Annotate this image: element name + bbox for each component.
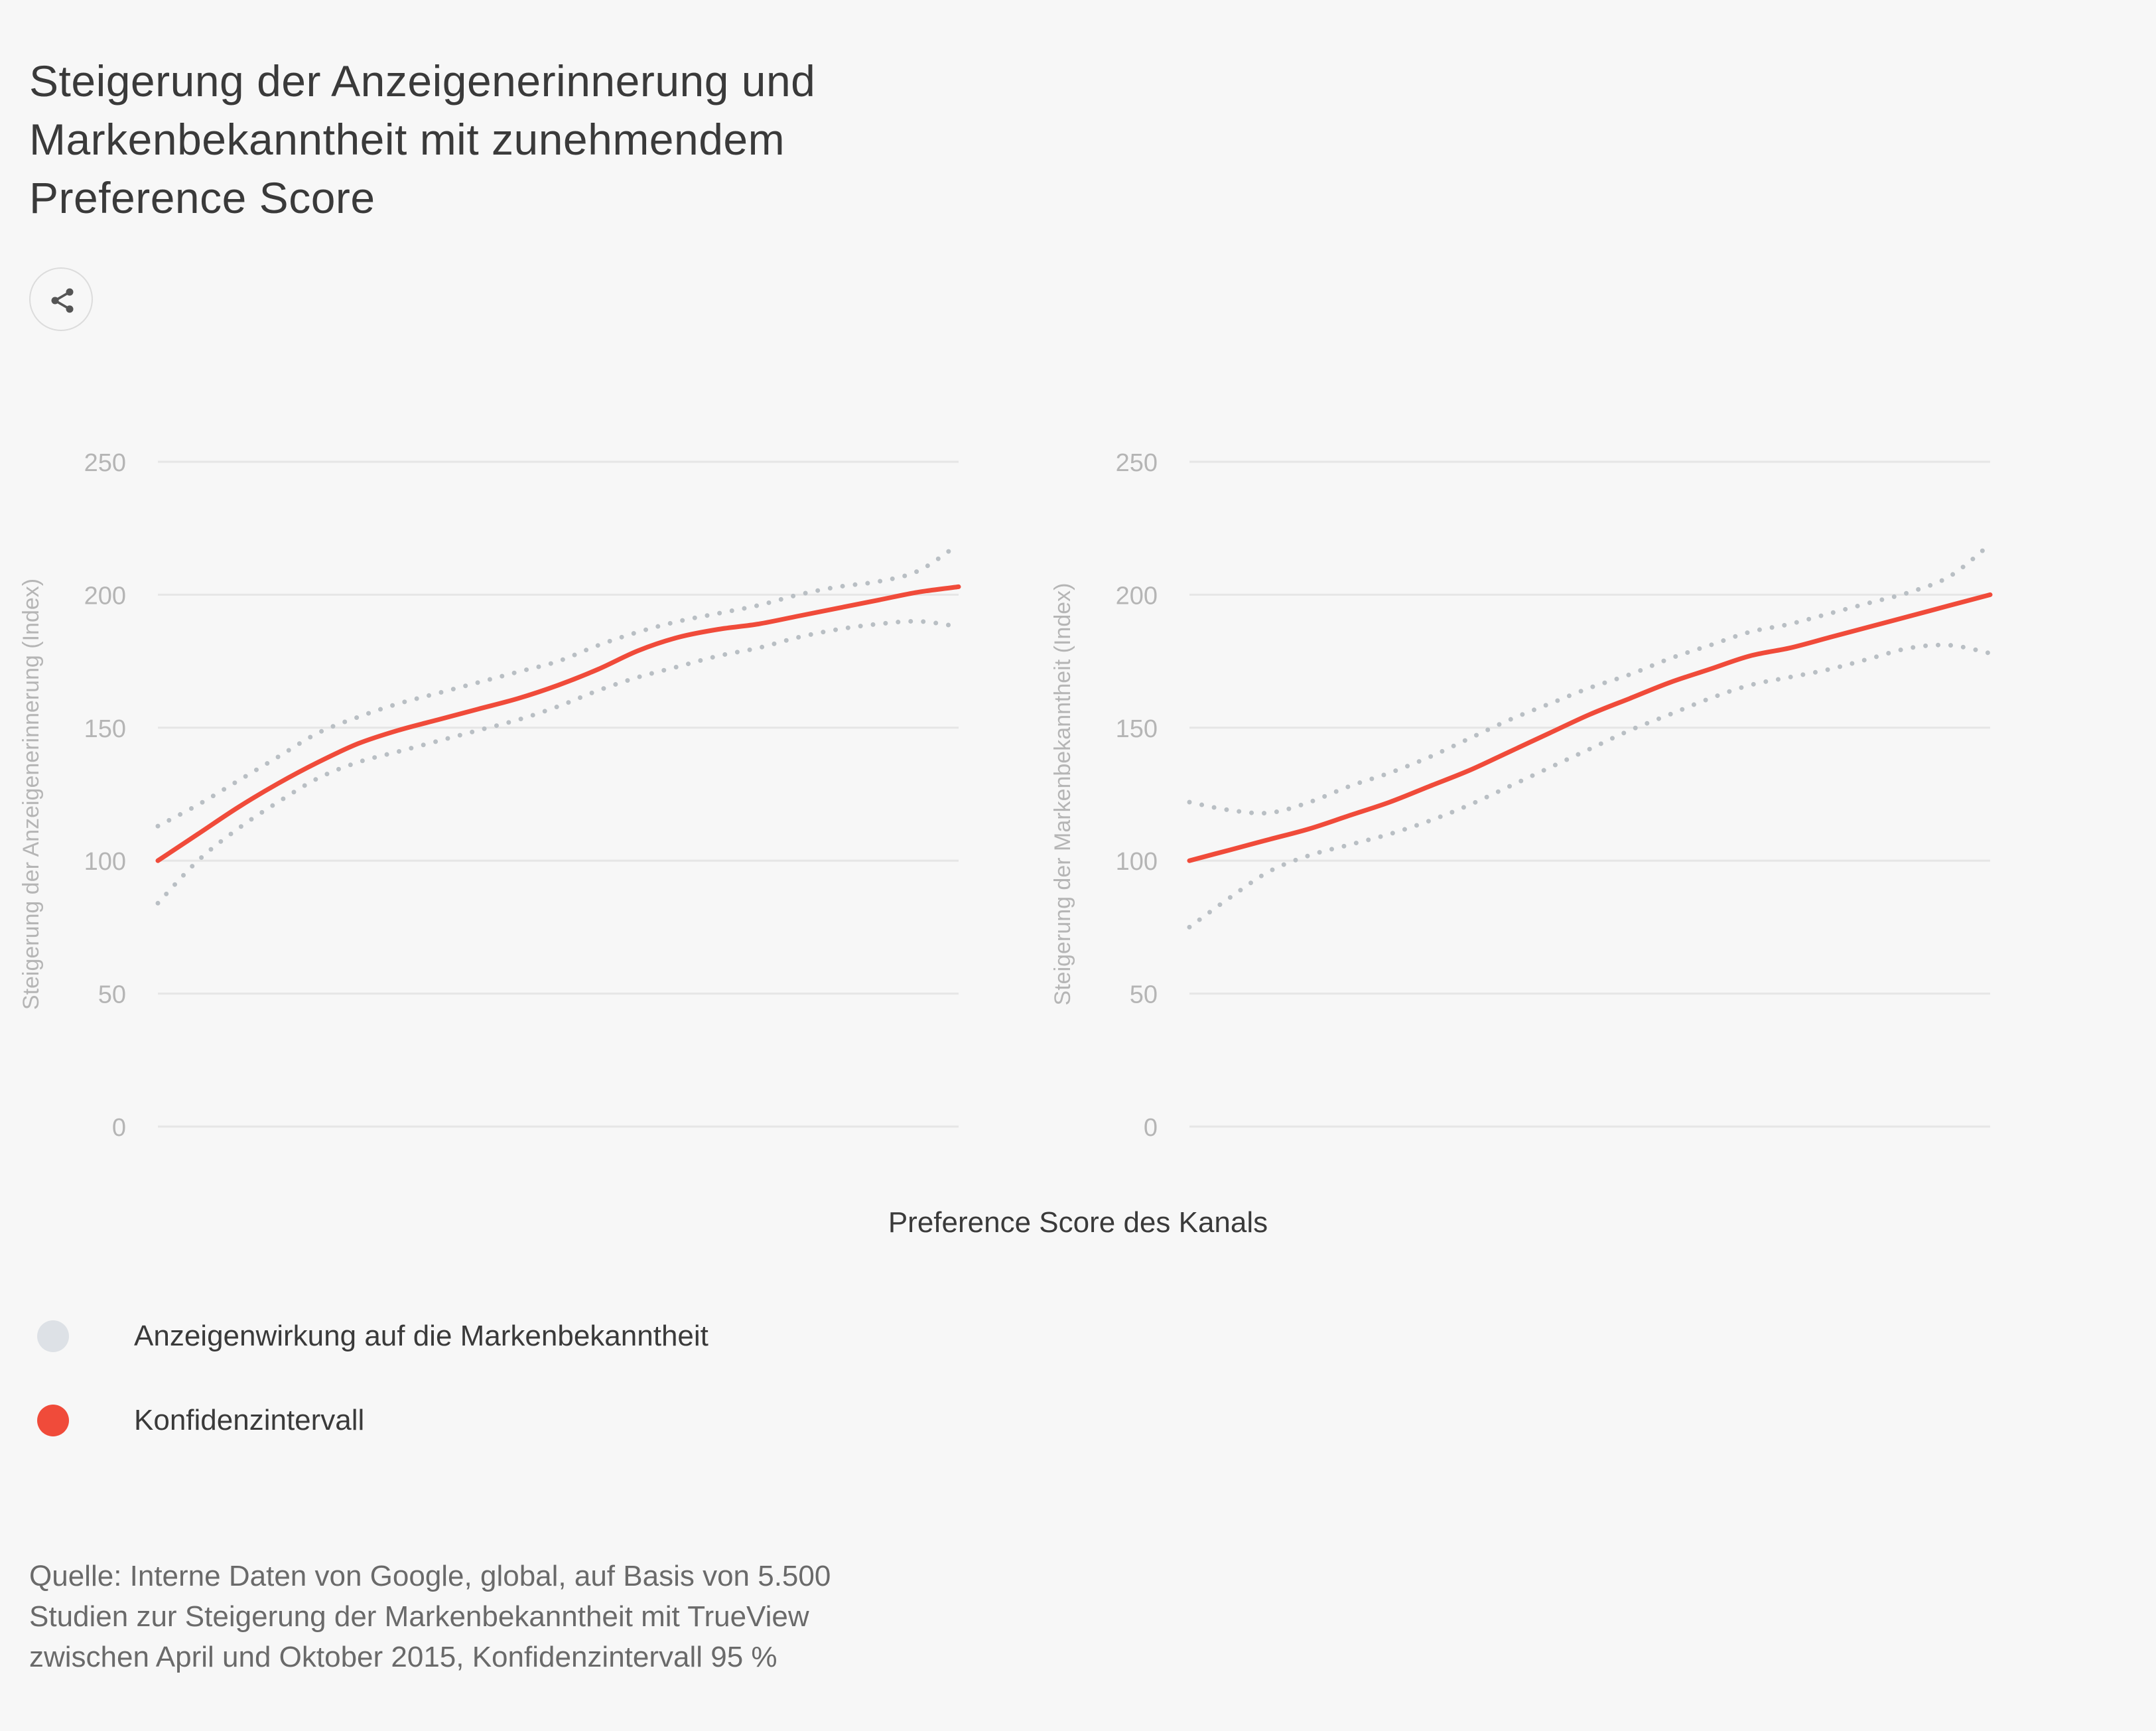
chart-title: Steigerung der Anzeigenerinnerung und Ma… — [29, 52, 958, 227]
trend-line — [1187, 592, 1993, 863]
lower-bound-line — [155, 618, 961, 906]
chart-brand-awareness: 0 50 100 150 200 250 Steigerung der Markenbeka… — [1032, 411, 2106, 1208]
y-tick-label: 150 — [1116, 715, 1158, 743]
y-tick-label: 50 — [98, 981, 126, 1009]
lower-bound-line — [1187, 642, 1993, 930]
y-tick-label: 50 — [1130, 981, 1158, 1009]
chart-brand-awareness-svg: 0 50 100 150 200 250 Steigerung der Markenbeka… — [1050, 449, 1993, 1142]
legend-label-ad-effect: Anzeigenwirkung auf die Markenbekannthei… — [134, 1320, 708, 1352]
chart-ad-recall: 0 50 100 150 200 250 Steigerung der Anzeigener… — [0, 411, 1075, 1208]
y-tick-label: 100 — [1116, 848, 1158, 876]
upper-bound-line — [1187, 541, 1993, 816]
y-tick-label: 200 — [1116, 582, 1158, 610]
share-icon — [51, 288, 74, 313]
y-tick-label: 200 — [84, 582, 126, 610]
x-axis-label: Preference Score des Kanals — [888, 1206, 1268, 1239]
title-line-3: Preference Score — [29, 173, 375, 222]
y-tick-label: 0 — [112, 1114, 126, 1142]
y-tick-label: 100 — [84, 848, 126, 876]
source-line-1: Quelle: Interne Daten von Google, global… — [29, 1560, 831, 1592]
source-line-2: Studien zur Steigerung der Markenbekannt… — [29, 1600, 809, 1633]
legend-label-confidence: Konfidenzintervall — [134, 1404, 365, 1436]
title-line-2: Markenbekanntheit mit zunehmendem — [29, 115, 785, 164]
chart-ad-recall-svg: 0 50 100 150 200 250 Steigerung der Anzeigener… — [19, 449, 961, 1142]
trend-line — [155, 584, 961, 863]
y-tick-label: 150 — [84, 715, 126, 743]
y-axis-label: Steigerung der Markenbekanntheit (Index) — [1050, 583, 1075, 1006]
y-axis-label: Steigerung der Anzeigenerinnerung (Index… — [19, 579, 44, 1010]
source-note: Quelle: Interne Daten von Google, global… — [29, 1556, 991, 1677]
title-line-1: Steigerung der Anzeigenerinnerung und — [29, 56, 816, 105]
source-line-3: zwischen April und Oktober 2015, Konfide… — [29, 1641, 777, 1673]
legend-dot-red — [37, 1405, 69, 1436]
y-tick-label: 250 — [1116, 449, 1158, 477]
y-tick-label: 250 — [84, 449, 126, 477]
legend-dot-gray — [37, 1320, 69, 1352]
share-button[interactable] — [29, 267, 93, 331]
y-tick-label: 0 — [1144, 1114, 1158, 1142]
